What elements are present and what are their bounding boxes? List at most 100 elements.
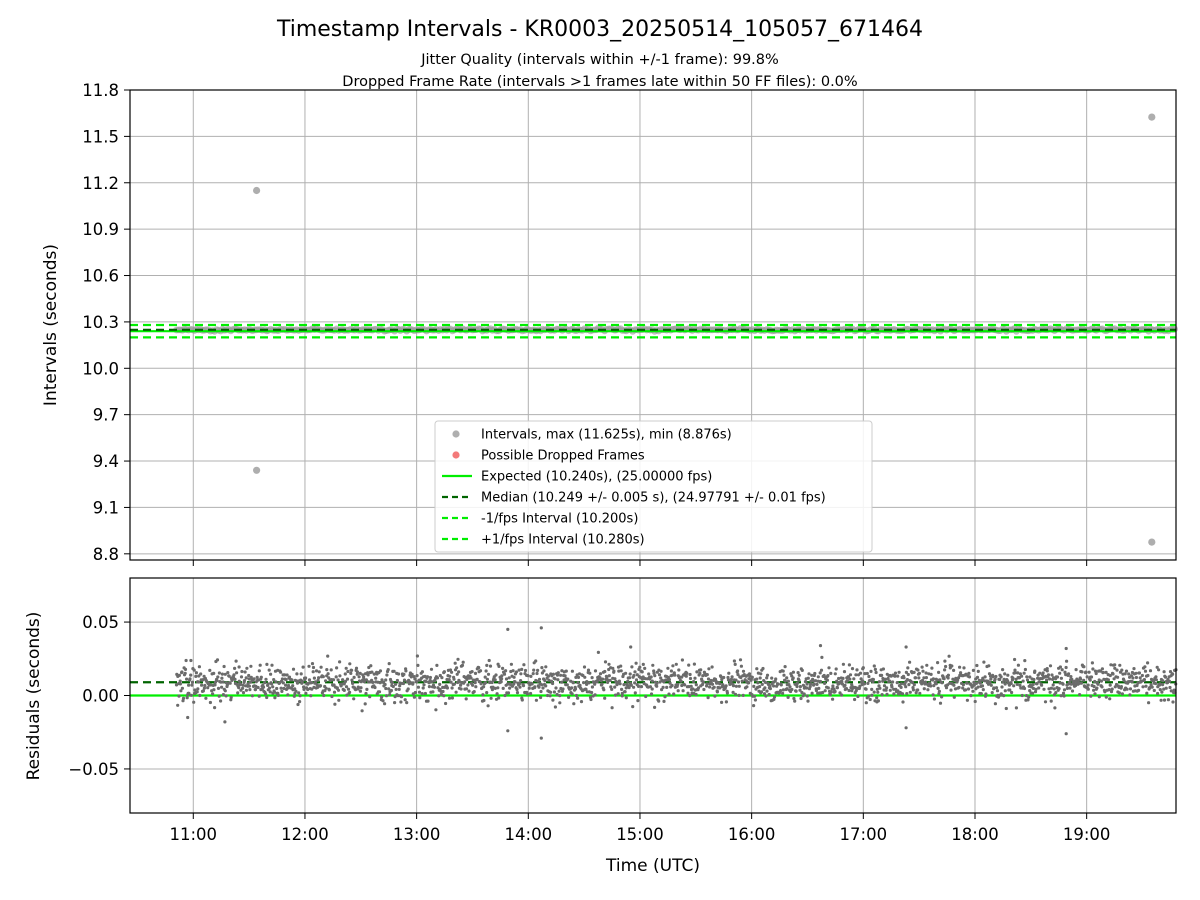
residual-point <box>501 686 505 691</box>
residual-point <box>1064 646 1068 651</box>
residual-point <box>503 693 507 698</box>
residual-point <box>602 688 606 692</box>
residual-point <box>770 676 774 680</box>
residual-point <box>186 715 190 720</box>
residual-point <box>1037 680 1041 684</box>
residual-point <box>384 694 389 698</box>
residual-point <box>204 696 208 700</box>
residual-point <box>1169 689 1173 693</box>
residual-point <box>570 692 574 696</box>
residual-point <box>733 662 737 667</box>
residual-point <box>304 676 308 680</box>
bottom-xtick-label: 18:00 <box>951 825 999 844</box>
residual-point <box>344 666 348 670</box>
residual-point <box>1018 683 1022 688</box>
residual-point <box>402 678 407 682</box>
residual-point <box>1095 686 1099 690</box>
residual-point <box>613 677 617 681</box>
residual-point <box>987 664 991 668</box>
residual-point <box>335 666 339 670</box>
residual-point <box>626 679 630 683</box>
residual-point <box>617 679 622 683</box>
residual-point <box>211 692 215 696</box>
residual-point <box>1110 687 1114 691</box>
residual-point <box>493 678 497 682</box>
residual-point <box>1055 675 1060 679</box>
residual-point <box>607 674 611 678</box>
residual-point <box>1141 685 1145 689</box>
residual-point <box>252 677 256 681</box>
residual-point <box>975 663 979 668</box>
residual-point <box>425 675 430 679</box>
residual-point <box>239 682 243 686</box>
residual-point <box>634 661 638 665</box>
residual-point <box>662 699 666 704</box>
residual-point <box>1054 691 1058 695</box>
residual-point <box>201 689 205 693</box>
residual-point <box>534 659 538 663</box>
residual-point <box>274 680 278 684</box>
residual-point <box>1000 685 1004 689</box>
residual-point <box>781 691 785 695</box>
residual-point <box>197 674 201 678</box>
residual-point <box>413 677 417 681</box>
residual-point <box>198 693 202 698</box>
residual-point <box>566 677 570 681</box>
residual-point <box>272 690 277 694</box>
legend-marker-dot <box>452 430 460 438</box>
residual-point <box>734 678 738 682</box>
residual-point <box>966 687 971 691</box>
top-ytick-label: 9.4 <box>93 452 119 471</box>
residual-point <box>1108 673 1112 678</box>
residual-point <box>864 687 868 691</box>
residual-point <box>783 665 787 669</box>
residual-point <box>1016 663 1021 667</box>
residual-point <box>906 672 910 677</box>
residual-point <box>712 685 716 689</box>
residual-point <box>364 678 368 682</box>
residual-point <box>1113 663 1117 667</box>
residual-point <box>1134 675 1138 680</box>
residual-point <box>213 706 217 710</box>
residual-point <box>447 696 452 700</box>
residual-point <box>1103 690 1107 694</box>
residual-point <box>925 663 929 667</box>
residual-point <box>391 684 395 689</box>
residual-point <box>685 671 689 676</box>
residual-point <box>506 627 510 632</box>
residual-point <box>312 676 316 680</box>
bottom-xtick-label: 14:00 <box>505 825 553 844</box>
residual-point <box>630 665 634 669</box>
residual-point <box>922 687 926 691</box>
residual-point <box>643 666 647 671</box>
residual-point <box>619 669 623 673</box>
residual-point <box>319 665 323 669</box>
residual-point <box>932 697 937 701</box>
residual-point <box>227 674 231 678</box>
residual-point <box>840 682 845 686</box>
residual-point <box>816 675 820 679</box>
residual-point <box>720 677 724 682</box>
residual-point <box>641 662 645 667</box>
residual-point <box>259 675 263 679</box>
residual-point <box>410 672 414 677</box>
residual-point <box>814 679 818 683</box>
residual-point <box>195 690 199 694</box>
residual-point <box>326 672 330 676</box>
residual-point <box>470 670 474 674</box>
residual-point <box>1094 671 1098 676</box>
residual-point <box>693 676 697 680</box>
residual-point <box>342 688 346 693</box>
residual-point <box>907 683 911 687</box>
residual-point <box>314 669 319 673</box>
residual-point <box>285 673 289 677</box>
residual-point <box>351 681 355 686</box>
residual-point <box>700 682 705 687</box>
residual-point <box>949 688 953 692</box>
residual-point <box>600 682 604 686</box>
residual-point <box>526 674 530 678</box>
residual-point <box>208 700 212 705</box>
residual-point <box>885 686 889 690</box>
residual-point <box>726 675 730 680</box>
residual-point <box>659 676 663 680</box>
